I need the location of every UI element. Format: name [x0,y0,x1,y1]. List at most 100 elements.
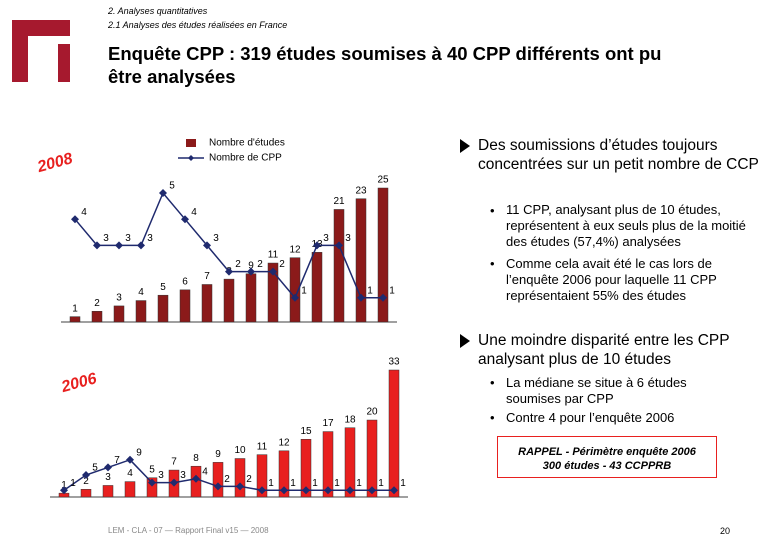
bar-value-label: 33 [388,357,400,368]
line-value-label: 1 [312,478,318,489]
line-marker [324,486,332,495]
bar-value-label: 12 [289,244,301,255]
line-value-label: 2 [235,259,241,270]
bar-value-label: 11 [257,441,268,452]
logo [12,20,70,82]
line-marker [104,463,112,472]
bar-value-label: 9 [248,260,254,271]
bar-value-label: 8 [193,453,199,464]
line-value-label: 3 [323,233,329,244]
bar-value-label: 15 [300,426,312,437]
bar [311,252,323,323]
line-value-label: 1 [389,285,395,296]
year-label: 2008 [35,150,75,176]
arrow-bullet [460,334,470,348]
bar [300,439,312,498]
line-value-label: 3 [345,233,351,244]
line-value-label: 1 [268,478,274,489]
line-marker [71,215,79,224]
bar [333,209,345,323]
bar [201,284,213,323]
bar [157,294,169,323]
bar-value-label: 7 [171,457,177,468]
line-marker [60,486,68,495]
legend-label: Nombre d'études [209,138,285,149]
cpp-line [63,458,394,491]
footer: LEM - CLA - 07 — Rapport Final v15 — 200… [108,526,269,535]
reminder-detail: 300 études - 43 CCPPRB [542,460,672,472]
bar [124,481,136,498]
line-value-label: 1 [356,478,362,489]
bar [344,427,356,498]
bar-value-label: 2 [94,298,100,309]
line-marker [258,486,266,495]
sub-point: Comme cela avait été le cas lors de l’en… [506,256,717,303]
line-marker [280,486,288,495]
bar-value-label: 25 [377,175,389,186]
bar-value-label: 4 [138,287,144,298]
bar [102,485,114,498]
line-value-label: 3 [147,233,153,244]
line-marker [93,241,101,250]
line-value-label: 3 [103,233,109,244]
line-marker [115,241,123,250]
bar-value-label: 6 [182,276,188,287]
bar-value-label: 12 [278,437,290,448]
line-marker [357,293,365,302]
line-marker [302,486,310,495]
line-value-label: 1 [301,285,307,296]
line-value-label: 3 [125,233,131,244]
bar [234,458,246,498]
bar-value-label: 21 [333,196,345,207]
sub-point: 11 CPP, analysant plus de 10 études, rep… [506,202,746,249]
line-value-label: 4 [202,466,208,477]
sub-point: La médiane se situe à 6 études soumises … [506,375,687,406]
subsection: 2.1 Analyses des études réalisées en Fra… [108,20,288,30]
reminder-box: RAPPEL - Périmètre enquête 2006 300 étud… [497,436,717,478]
line-marker [126,455,134,464]
line-marker [148,478,156,487]
line-value-label: 2 [224,474,230,485]
point: Des soumissions d’études toujours concen… [478,137,759,173]
line-value-label: 2 [246,474,252,485]
page-number: 20 [720,526,731,536]
line-marker [214,482,222,491]
line-marker [181,215,189,224]
line-marker [379,293,387,302]
line-marker [313,241,321,250]
line-value-label: 5 [169,181,175,192]
bar-value-label: 3 [105,472,111,483]
bar [135,300,147,323]
bar [91,311,103,323]
bar [256,454,268,498]
legend-swatch [186,139,196,147]
line-value-label: 7 [114,455,120,466]
bar [267,262,279,323]
bar-value-label: 4 [127,468,133,479]
line-marker [170,478,178,487]
line-marker [335,241,343,250]
bar-value-label: 10 [234,445,246,456]
bar [322,431,334,498]
bar [377,187,389,323]
bar [355,198,367,323]
line-marker [82,471,90,479]
line-value-label: 2 [257,259,263,270]
bar [69,316,81,323]
line-marker [137,241,145,250]
slide-title: Enquête CPP : 319 études soumises à 40 C… [108,43,662,87]
line-value-label: 1 [367,285,373,296]
line-marker [368,486,376,495]
bar [245,273,257,323]
bar [289,257,301,323]
legend-marker [188,155,194,161]
year-label: 2006 [59,370,99,396]
line-value-label: 3 [158,470,164,481]
line-marker [203,241,211,250]
line-marker [236,482,244,491]
line-marker [291,293,299,302]
line-value-label: 1 [378,478,384,489]
bar [223,278,235,323]
bar [366,419,378,498]
